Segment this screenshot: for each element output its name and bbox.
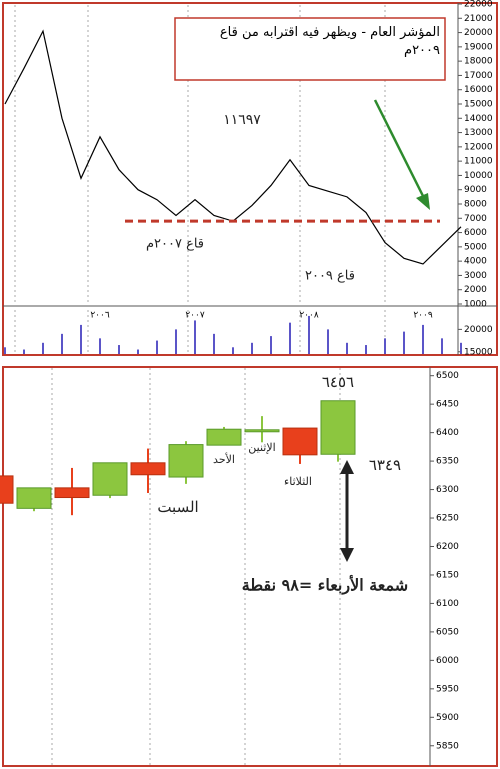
- y-tick-label: 6150: [436, 570, 459, 580]
- candle-body: [16, 487, 52, 509]
- y-tick-label: 19000: [464, 42, 493, 52]
- y-tick-label: 15000: [464, 347, 493, 357]
- candle-body: [320, 400, 356, 455]
- candle-body: [282, 427, 318, 456]
- volume-bar: [365, 345, 367, 354]
- arrow-head: [416, 193, 430, 210]
- volume-bar: [384, 338, 386, 354]
- volume-bar: [175, 329, 177, 354]
- arrow: [373, 99, 427, 201]
- y-tick-label: 10000: [464, 171, 493, 181]
- wednesday-note: شمعة الأربعاء =٩٨ نقطة: [242, 575, 408, 596]
- candle-body: [244, 429, 280, 433]
- x-tick-label: ٢٠٠٨: [299, 311, 319, 321]
- y-tick-label: 20000: [464, 325, 493, 335]
- y-tick-label: 7000: [464, 214, 487, 224]
- candle-body: [92, 462, 128, 496]
- y-tick-label: 6500: [436, 371, 459, 381]
- volume-bar: [289, 322, 291, 354]
- y-tick-label: 14000: [464, 114, 493, 124]
- volume-bar: [99, 338, 101, 354]
- x-tick-label: ٢٠٠٩: [413, 311, 433, 321]
- candle-body: [206, 428, 242, 446]
- y-tick-label: 6100: [436, 599, 459, 609]
- y-tick-label: 12000: [464, 142, 493, 152]
- annotation-box-text: المؤشر العام - ويظهر فيه اقترابه من قاع …: [219, 25, 440, 58]
- y-tick-label: 6000: [436, 656, 459, 666]
- y-tick-label: 8000: [464, 200, 487, 210]
- annotation-text: المؤشر العام - ويظهر فيه اقترابه من قاع …: [219, 25, 440, 58]
- candle-body: [130, 462, 166, 476]
- bottom-frame: [2, 366, 498, 767]
- y-tick-label: 4000: [464, 257, 487, 267]
- annotation-box: [174, 17, 446, 81]
- day-label: الأحد: [213, 452, 235, 466]
- y-tick-label: 5950: [436, 684, 459, 694]
- y-tick-label: 6450: [436, 400, 459, 410]
- y-tick-label: 1000: [464, 300, 487, 310]
- candle-body: [0, 475, 14, 504]
- high-label: ٦٤٥٦: [322, 373, 354, 391]
- y-tick-label: 6400: [436, 428, 459, 438]
- vertical-grid: [14, 5, 386, 354]
- y-tick-label: 6200: [436, 542, 459, 552]
- y-tick-label: 2000: [464, 285, 487, 295]
- peak-label: ١١٦٩٧: [223, 112, 261, 128]
- y-tick-label: 18000: [464, 57, 493, 67]
- day-label: الثلاثاء: [284, 475, 312, 488]
- volume-bar: [251, 342, 253, 354]
- top-frame: [2, 2, 498, 356]
- volume-bar: [403, 331, 405, 354]
- y-tick-label: 9000: [464, 185, 487, 195]
- arrow-head: [340, 460, 354, 474]
- low-2007-label: قاع ٢٠٠٧م: [146, 237, 204, 252]
- volume-bar: [42, 342, 44, 354]
- x-tick-label: ٢٠٠٦: [90, 311, 110, 321]
- volume-bar: [232, 347, 234, 354]
- y-tick-label: 6350: [436, 457, 459, 467]
- y-tick-label: 5900: [436, 713, 459, 723]
- candle-body: [168, 444, 204, 478]
- y-tick-label: 17000: [464, 71, 493, 81]
- y-tick-label: 11000: [464, 157, 493, 167]
- volume-bar: [194, 320, 196, 354]
- volume-bar: [61, 333, 63, 354]
- y-tick-label: 5000: [464, 242, 487, 252]
- volume-bar: [118, 345, 120, 354]
- y-tick-label: 5850: [436, 741, 459, 751]
- volume-bar: [270, 336, 272, 354]
- volume-bar: [327, 329, 329, 354]
- volume-bar: [137, 349, 139, 354]
- y-tick-label: 21000: [464, 14, 493, 24]
- low-2009-label: قاع ٢٠٠٩: [305, 269, 355, 284]
- y-tick-label: 16000: [464, 85, 493, 95]
- volume-bar: [460, 342, 462, 354]
- day-label: الإثنين: [248, 441, 275, 454]
- y-tick-label: 13000: [464, 128, 493, 138]
- volume-bar: [308, 315, 310, 354]
- y-tick-label: 15000: [464, 100, 493, 110]
- y-tick-label: 6250: [436, 514, 459, 524]
- volume-bar: [23, 349, 25, 354]
- y-tick-label: 6050: [436, 627, 459, 637]
- x-tick-label: ٢٠٠٧: [185, 311, 205, 321]
- y-tick-label: 6300: [436, 485, 459, 495]
- y-tick-label: 3000: [464, 271, 487, 281]
- arrow-head: [340, 548, 354, 562]
- y-tick-label: 6000: [464, 228, 487, 238]
- low-label: ٦٣٤٩: [369, 456, 401, 474]
- y-tick-label: 22000: [464, 0, 493, 10]
- day-label: السبت: [157, 498, 198, 516]
- volume-bar: [156, 340, 158, 354]
- volume-bar: [80, 324, 82, 354]
- candle-body: [54, 487, 90, 499]
- y-tick-label: 20000: [464, 28, 493, 38]
- volume-bar: [346, 342, 348, 354]
- volume-bar: [4, 347, 6, 354]
- volume-bar: [441, 338, 443, 354]
- volume-bar: [422, 324, 424, 354]
- volume-bar: [213, 333, 215, 354]
